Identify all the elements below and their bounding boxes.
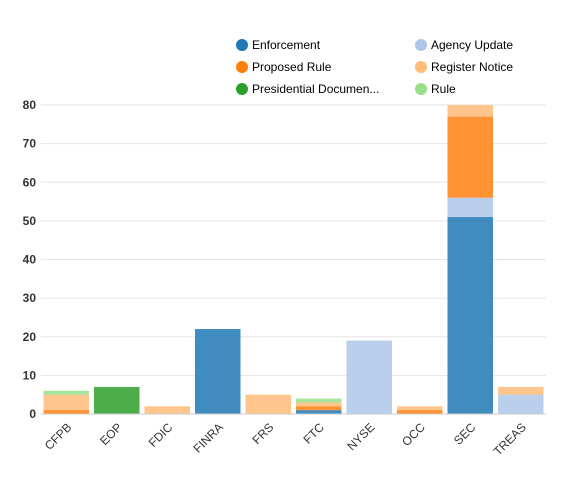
legend-label[interactable]: Rule <box>431 82 456 96</box>
bars <box>43 105 544 414</box>
bar-segment[interactable] <box>498 394 544 414</box>
legend-swatch[interactable] <box>236 39 248 51</box>
bar-segment[interactable] <box>296 402 342 407</box>
x-tick-label: FTC <box>300 420 327 447</box>
legend-label[interactable]: Register Notice <box>431 60 513 74</box>
bar-segment[interactable] <box>447 116 494 198</box>
y-tick-label: 70 <box>23 137 37 151</box>
bar-segment[interactable] <box>144 406 191 414</box>
bar-segment[interactable] <box>447 217 494 414</box>
bar-segment[interactable] <box>397 410 443 414</box>
bar-segment[interactable] <box>346 340 393 414</box>
legend-label[interactable]: Presidential Documen... <box>252 82 379 96</box>
x-tick-label: FDIC <box>146 420 176 450</box>
legend-swatch[interactable] <box>236 83 248 95</box>
legend-item[interactable]: Rule <box>415 82 456 96</box>
y-tick-label: 0 <box>29 407 36 421</box>
x-tick-label: NYSE <box>344 420 377 453</box>
legend-swatch[interactable] <box>415 83 427 95</box>
bar-segment[interactable] <box>296 398 342 403</box>
y-tick-label: 10 <box>23 368 37 382</box>
y-tick-label: 80 <box>23 98 37 112</box>
bar-segment[interactable] <box>43 390 90 395</box>
y-tick-label: 20 <box>23 330 37 344</box>
bar-segment[interactable] <box>397 406 443 411</box>
bar-segment[interactable] <box>43 394 90 411</box>
bar-segment[interactable] <box>296 406 342 411</box>
x-tick-label: TREAS <box>491 420 529 458</box>
bar-segment[interactable] <box>94 386 140 414</box>
bar-segment[interactable] <box>447 105 494 117</box>
bar-segment[interactable] <box>296 410 342 414</box>
bar-segment[interactable] <box>447 197 494 218</box>
legend-item[interactable]: Proposed Rule <box>236 60 332 74</box>
x-tick-label: SEC <box>451 420 479 448</box>
x-tick-label: CFPB <box>42 420 75 453</box>
x-tick-label: FRS <box>250 420 277 447</box>
legend-label[interactable]: Agency Update <box>431 38 513 52</box>
legend-item[interactable]: Agency Update <box>415 38 513 52</box>
bar-segment[interactable] <box>245 394 292 414</box>
y-tick-label: 50 <box>23 214 37 228</box>
legend-label[interactable]: Proposed Rule <box>252 60 332 74</box>
legend-item[interactable]: Presidential Documen... <box>236 82 379 96</box>
bar-segment[interactable] <box>43 410 90 414</box>
legend-swatch[interactable] <box>415 61 427 73</box>
y-tick-label: 30 <box>23 291 37 305</box>
legend-label[interactable]: Enforcement <box>252 38 321 52</box>
legend-item[interactable]: Enforcement <box>236 38 321 52</box>
gridlines <box>41 104 546 415</box>
bar-segment[interactable] <box>498 386 544 395</box>
x-tick-label: FINRA <box>191 420 226 455</box>
legend-swatch[interactable] <box>236 61 248 73</box>
bar-segment[interactable] <box>195 329 241 414</box>
legend-swatch[interactable] <box>415 39 427 51</box>
y-tick-label: 40 <box>23 253 37 267</box>
x-tick-label: EOP <box>97 420 125 448</box>
legend[interactable]: Enforcement Agency Update Proposed Rule Reg… <box>236 38 513 96</box>
y-tick-label: 60 <box>23 175 37 189</box>
x-tick-label: OCC <box>399 420 428 449</box>
legend-item[interactable]: Register Notice <box>415 60 513 74</box>
